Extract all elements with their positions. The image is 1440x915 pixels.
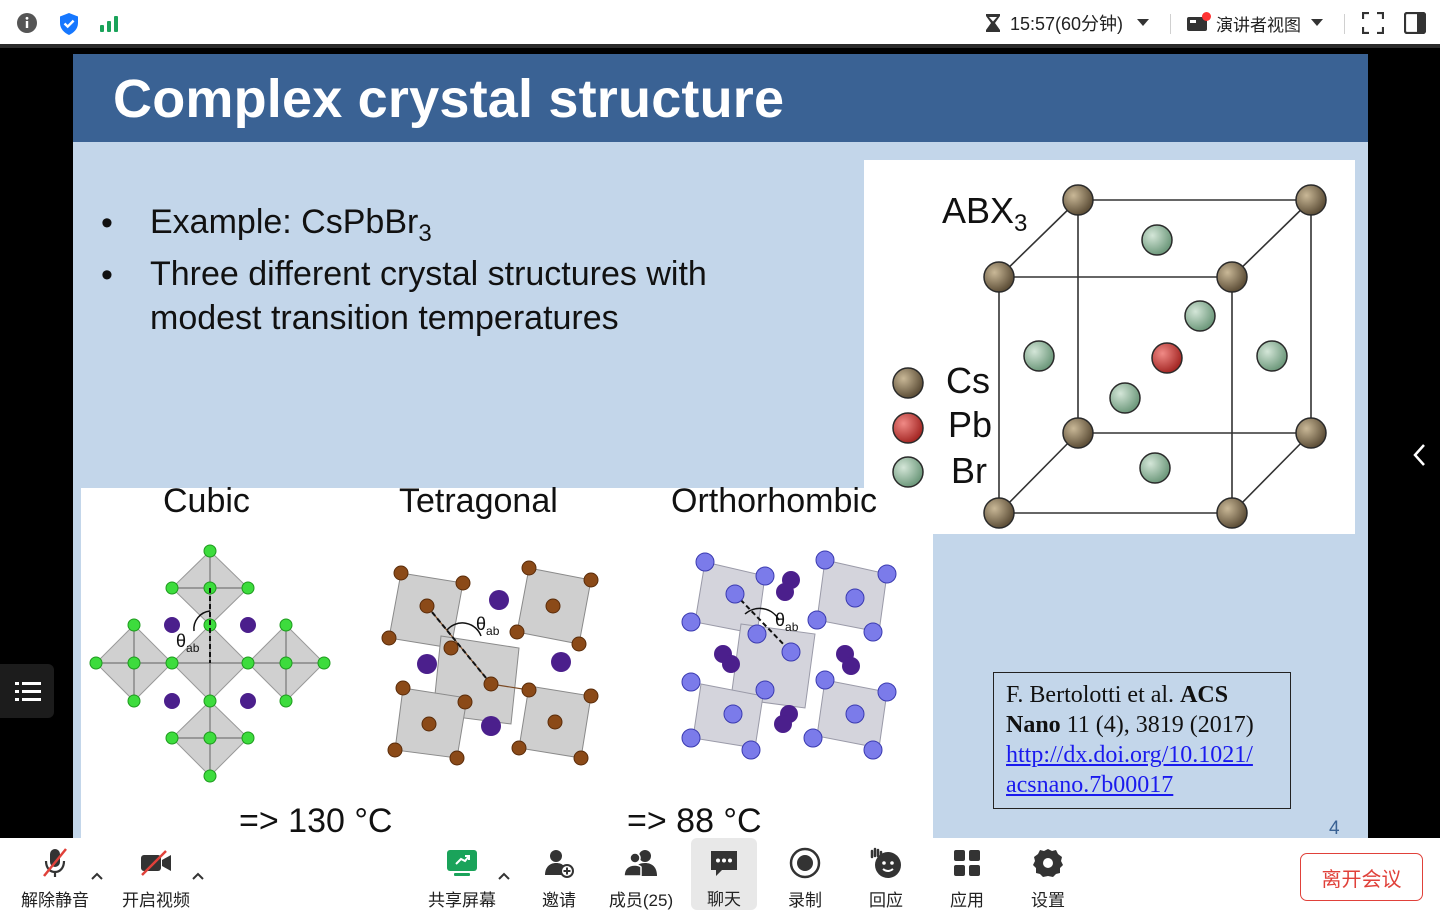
legend-br: Br	[951, 450, 987, 491]
sidebar-layout-icon[interactable]	[1403, 11, 1427, 39]
reference-authors: F. Bertolotti et al.	[1006, 682, 1181, 708]
reference-journal-part1: ACS	[1180, 682, 1229, 708]
tetragonal-transition-temp: => 88 °C	[627, 802, 762, 838]
label-cubic: Cubic	[163, 482, 250, 520]
cubic-structure-diagram: θab	[89, 544, 331, 783]
reference-journal-part2: Nano	[1006, 712, 1061, 738]
bullet-structures-line2: modest transition temperatures	[150, 299, 619, 337]
bullet-dot: •	[101, 256, 113, 294]
info-icon[interactable]	[16, 12, 38, 39]
record-label: 录制	[788, 891, 822, 910]
reference-citation: 11 (4), 3819 (2017)	[1060, 712, 1254, 738]
collapse-panel-chevron-left-icon[interactable]	[1412, 442, 1428, 473]
label-tetragonal: Tetragonal	[399, 482, 558, 520]
bullet-example-subscript: 3	[418, 219, 432, 247]
members-button[interactable]: 成员(25)	[604, 838, 678, 915]
camera-off-icon	[139, 846, 173, 880]
chevron-down-icon	[1137, 19, 1150, 27]
divider	[1170, 14, 1171, 34]
members-icon	[623, 846, 659, 880]
abx-formula: ABX3	[942, 190, 1027, 238]
signal-strength-icon[interactable]	[99, 14, 121, 39]
share-options-chevron-up-icon[interactable]	[497, 868, 511, 886]
shared-slide: Complex crystal structure • Example: CsP…	[73, 54, 1368, 838]
settings-button[interactable]: 设置	[1019, 838, 1077, 915]
chat-icon	[708, 846, 740, 879]
apps-grid-icon	[952, 846, 982, 880]
cubic-transition-temp: => 130 °C	[239, 802, 393, 838]
fullscreen-icon[interactable]	[1361, 11, 1385, 39]
list-icon	[15, 681, 41, 708]
reference-line1: F. Bertolotti et al. ACS	[1006, 680, 1278, 710]
apps-button[interactable]: 应用	[938, 838, 996, 915]
svg-text:θab: θab	[176, 631, 200, 655]
apps-label: 应用	[950, 891, 984, 910]
hourglass-icon	[984, 13, 1002, 33]
perovskite-unit-cell-figure: ABX3	[864, 160, 1355, 534]
record-icon	[789, 846, 821, 880]
legend-pb: Pb	[948, 404, 993, 445]
invite-button[interactable]: 邀请	[530, 838, 588, 915]
leave-meeting-button[interactable]: 离开会议	[1300, 853, 1423, 901]
mic-muted-icon	[40, 846, 70, 880]
bullet-structures: Three different crystal structures with …	[150, 252, 707, 340]
orthorhombic-structure-diagram: θab	[681, 550, 897, 760]
label-orthorhombic: Orthorhombic	[671, 482, 877, 520]
timer-text: 15:57(60分钟)	[1010, 14, 1124, 34]
start-video-label: 开启视频	[122, 891, 190, 910]
legend-cs: Cs	[946, 360, 990, 401]
reference-line2: Nano 11 (4), 3819 (2017)	[1006, 710, 1278, 740]
chat-button[interactable]: 聊天	[691, 838, 757, 910]
bullet-dot: •	[101, 204, 113, 242]
security-shield-icon[interactable]	[58, 12, 80, 41]
meeting-timer[interactable]: 15:57(60分钟)	[984, 10, 1150, 36]
bullet-example: Example: CsPbBr3	[150, 200, 432, 256]
unit-cell-diagram	[892, 184, 1327, 529]
abx-formula-text: ABX	[942, 190, 1015, 231]
react-emoji-hand-icon	[869, 846, 903, 880]
slide-list-button[interactable]	[0, 664, 54, 718]
invite-user-icon	[543, 846, 575, 880]
unmute-label: 解除静音	[21, 891, 89, 910]
video-options-chevron-up-icon[interactable]	[191, 868, 205, 886]
presenter-view-label: 演讲者视图	[1216, 15, 1301, 35]
members-label: 成员(25)	[608, 891, 674, 910]
slide-page-number: 4	[1329, 818, 1340, 838]
abx-formula-subscript: 3	[1014, 210, 1028, 238]
audio-options-chevron-up-icon[interactable]	[90, 868, 104, 886]
crystal-structures-figure: Cubic Tetragonal Orthorhombic	[81, 482, 933, 838]
reference-box: F. Bertolotti et al. ACS Nano 11 (4), 38…	[993, 672, 1291, 809]
share-screen-label: 共享屏幕	[428, 891, 496, 910]
unmute-button[interactable]: 解除静音	[18, 838, 92, 915]
reference-link-part1[interactable]: http://dx.doi.org/10.1021/	[1006, 742, 1253, 768]
top-bar: 15:57(60分钟) 演讲者视图	[0, 0, 1440, 48]
invite-label: 邀请	[542, 891, 576, 910]
share-screen-button[interactable]: 共享屏幕	[424, 838, 500, 915]
presenter-view-icon	[1186, 12, 1211, 34]
slide-header: Complex crystal structure	[73, 54, 1368, 142]
slide-title: Complex crystal structure	[113, 69, 785, 129]
presenter-view-dropdown[interactable]: 演讲者视图	[1186, 10, 1323, 36]
reference-link-part2[interactable]: acsnano.7b00017	[1006, 772, 1174, 798]
bullet-example-text: Example: CsPbBr	[150, 203, 419, 241]
react-button[interactable]: 回应	[857, 838, 915, 915]
chevron-down-icon	[1311, 19, 1323, 27]
bullet-structures-line1: Three different crystal structures with	[150, 255, 707, 293]
meeting-toolbar: 解除静音 开启视频 共享屏幕 邀请	[0, 838, 1440, 915]
settings-label: 设置	[1031, 891, 1065, 910]
divider	[1344, 14, 1345, 34]
react-label: 回应	[869, 891, 903, 910]
record-button[interactable]: 录制	[776, 838, 834, 915]
gear-icon	[1032, 846, 1064, 880]
chat-label: 聊天	[707, 890, 741, 909]
start-video-button[interactable]: 开启视频	[118, 838, 194, 915]
share-screen-icon	[445, 846, 479, 880]
tetragonal-structure-diagram: θab	[381, 560, 599, 766]
